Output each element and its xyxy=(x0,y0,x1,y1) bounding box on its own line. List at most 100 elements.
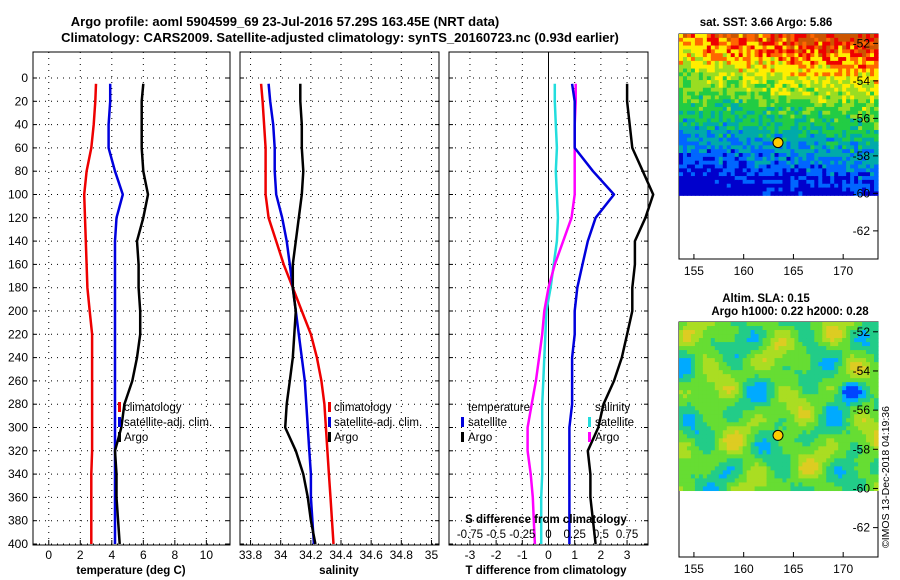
map-cell xyxy=(742,34,748,39)
map-cell xyxy=(682,410,688,415)
map-cell xyxy=(842,60,847,66)
map-cell xyxy=(826,478,831,483)
map-cell xyxy=(842,470,847,475)
map-cell xyxy=(766,72,772,77)
map-cell xyxy=(838,53,843,58)
map-cell xyxy=(710,486,716,492)
map-cell xyxy=(842,454,847,459)
map-cell xyxy=(758,410,764,415)
map-cell xyxy=(686,342,692,347)
map-cell xyxy=(834,60,839,66)
map-cell xyxy=(706,83,712,89)
map-cell xyxy=(790,60,796,66)
map-x-tick-label: 155 xyxy=(684,562,704,576)
map-cell xyxy=(826,486,831,492)
map-cell xyxy=(738,370,744,375)
map-cell xyxy=(818,334,823,339)
map-cell xyxy=(830,470,835,475)
map-cell xyxy=(802,57,807,62)
map-cell xyxy=(826,168,831,173)
map-cell xyxy=(814,418,819,423)
map-cell xyxy=(734,474,740,479)
map-cell xyxy=(706,450,712,455)
map-cell xyxy=(798,129,803,135)
map-cell xyxy=(742,172,748,177)
map-cell xyxy=(814,466,819,471)
map-cell xyxy=(694,446,700,451)
map-cell xyxy=(874,145,879,150)
map-cell xyxy=(742,354,748,359)
map-cell xyxy=(738,176,744,181)
map-cell xyxy=(730,466,736,471)
map-cell xyxy=(782,354,788,359)
map-cell xyxy=(698,91,704,97)
map-cell xyxy=(774,183,780,189)
map-cell xyxy=(722,394,728,399)
legend-swatch-climatology xyxy=(328,402,331,412)
map-cell xyxy=(734,49,740,54)
map-y-tick-label: -62 xyxy=(853,224,871,238)
map-cell xyxy=(726,80,732,85)
map-cell xyxy=(679,378,684,383)
map-cell xyxy=(754,346,760,351)
map-cell xyxy=(682,330,688,335)
map-cell xyxy=(750,342,756,347)
map-cell xyxy=(738,60,744,66)
map-cell xyxy=(734,454,740,459)
map-cell xyxy=(766,462,772,467)
map-x-tick-label: 165 xyxy=(783,562,803,576)
map-cell xyxy=(782,362,788,367)
map-cell xyxy=(874,382,879,387)
map-cell xyxy=(798,438,803,443)
map-cell xyxy=(746,141,752,146)
map-cell xyxy=(806,110,811,116)
map-cell xyxy=(770,34,776,39)
map-cell xyxy=(798,366,803,371)
map-cell xyxy=(846,176,851,181)
map-cell xyxy=(702,326,708,331)
map-cell xyxy=(742,326,748,331)
map-cell xyxy=(742,191,748,196)
map-cell xyxy=(770,126,776,131)
map-cell xyxy=(794,176,799,181)
map-cell xyxy=(838,378,843,383)
map-cell xyxy=(710,156,716,162)
map-cell xyxy=(786,346,792,351)
map-cell xyxy=(850,72,855,77)
map-cell xyxy=(846,474,851,479)
map-cell xyxy=(850,176,855,181)
map-cell xyxy=(862,358,867,363)
map-cell xyxy=(826,430,831,435)
map-cell xyxy=(790,168,796,173)
map-cell xyxy=(726,322,732,327)
map-cell xyxy=(686,334,692,339)
map-cell xyxy=(874,91,879,97)
map-cell xyxy=(734,156,740,162)
map-cell xyxy=(778,334,784,339)
map-cell xyxy=(726,334,732,339)
map-cell xyxy=(818,37,823,43)
map-cell xyxy=(798,145,803,150)
map-cell xyxy=(722,172,728,177)
map-cell xyxy=(770,398,776,403)
map-cell xyxy=(798,91,803,97)
map-cell xyxy=(774,362,780,367)
map-cell xyxy=(870,87,875,93)
map-cell xyxy=(806,390,811,395)
map-cell xyxy=(730,374,736,379)
map-cell xyxy=(734,370,740,375)
map-cell xyxy=(738,454,744,459)
map-cell xyxy=(746,126,752,131)
map-cell xyxy=(838,442,843,447)
map-cell xyxy=(770,378,776,383)
map-cell xyxy=(830,191,835,196)
map-cell xyxy=(682,394,688,399)
map-cell xyxy=(726,118,732,123)
map-cell xyxy=(806,145,811,150)
map-cell xyxy=(842,366,847,371)
map-cell xyxy=(826,466,831,471)
map-cell xyxy=(802,418,807,423)
map-cell xyxy=(874,156,879,162)
map-cell xyxy=(782,374,788,379)
map-cell xyxy=(870,426,875,431)
